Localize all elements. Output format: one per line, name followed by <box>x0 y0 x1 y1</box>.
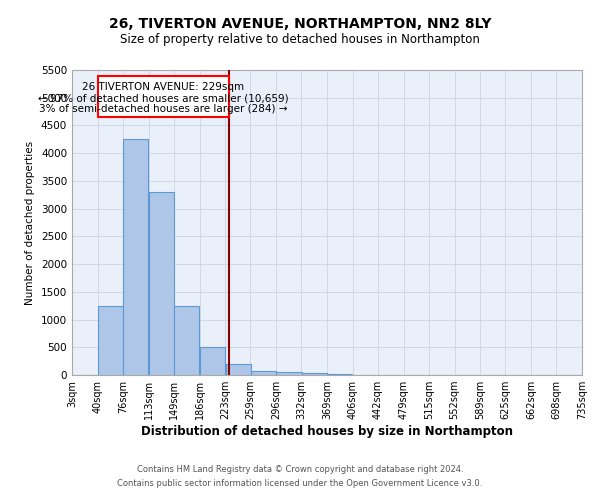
Bar <box>149 192 174 375</box>
Bar <box>174 306 199 375</box>
Bar <box>123 140 148 375</box>
X-axis label: Distribution of detached houses by size in Northampton: Distribution of detached houses by size … <box>141 425 513 438</box>
Bar <box>98 306 123 375</box>
FancyBboxPatch shape <box>98 76 229 116</box>
Bar <box>302 374 327 375</box>
Bar <box>226 364 251 375</box>
Bar <box>200 348 225 375</box>
Text: Size of property relative to detached houses in Northampton: Size of property relative to detached ho… <box>120 32 480 46</box>
Text: ← 97% of detached houses are smaller (10,659): ← 97% of detached houses are smaller (10… <box>38 93 289 103</box>
Bar <box>277 372 302 375</box>
Text: Contains HM Land Registry data © Crown copyright and database right 2024.
Contai: Contains HM Land Registry data © Crown c… <box>118 466 482 487</box>
Bar <box>251 370 276 375</box>
Y-axis label: Number of detached properties: Number of detached properties <box>25 140 35 304</box>
Text: 3% of semi-detached houses are larger (284) →: 3% of semi-detached houses are larger (2… <box>39 104 287 114</box>
Text: 26, TIVERTON AVENUE, NORTHAMPTON, NN2 8LY: 26, TIVERTON AVENUE, NORTHAMPTON, NN2 8L… <box>109 18 491 32</box>
Text: 26 TIVERTON AVENUE: 229sqm: 26 TIVERTON AVENUE: 229sqm <box>82 82 244 92</box>
Bar <box>327 374 352 375</box>
